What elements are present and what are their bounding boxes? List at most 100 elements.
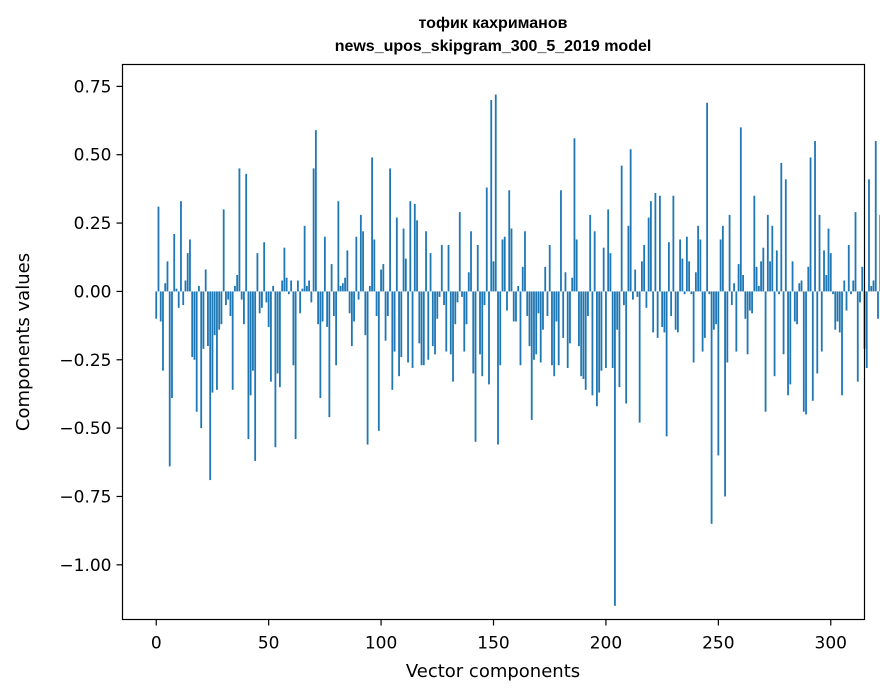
- bar: [620, 165, 623, 292]
- bar: [744, 291, 747, 319]
- bar: [542, 291, 544, 330]
- bar: [735, 291, 738, 352]
- x-tick-label: 200: [590, 634, 622, 654]
- bar: [296, 280, 299, 292]
- bar: [877, 291, 879, 319]
- bar: [220, 291, 223, 325]
- bar: [341, 283, 344, 292]
- bar: [470, 231, 472, 292]
- bar: [688, 261, 691, 292]
- bar: [652, 291, 655, 333]
- bar: [314, 130, 317, 292]
- bar: [346, 250, 349, 292]
- bar: [575, 239, 578, 292]
- bar: [191, 291, 194, 358]
- bar: [535, 291, 538, 355]
- bar: [472, 291, 475, 374]
- bar: [647, 217, 650, 292]
- bar: [481, 291, 484, 377]
- bar: [389, 168, 391, 292]
- bar: [429, 253, 432, 292]
- bar: [467, 272, 470, 292]
- bar: [690, 291, 693, 295]
- bar: [368, 285, 371, 292]
- bar: [715, 291, 717, 325]
- bar: [476, 244, 479, 292]
- bar: [838, 291, 841, 333]
- bar: [614, 291, 616, 606]
- bar: [447, 244, 450, 292]
- bar: [449, 291, 452, 355]
- bar: [616, 291, 619, 330]
- bar: [816, 291, 819, 374]
- bar: [589, 214, 592, 292]
- bar: [155, 291, 158, 319]
- bar: [420, 291, 423, 366]
- bar: [654, 193, 657, 292]
- bar: [216, 291, 218, 390]
- bar: [827, 228, 830, 292]
- bar: [211, 291, 214, 393]
- bar: [733, 283, 735, 292]
- bar: [872, 280, 875, 292]
- bar: [641, 261, 643, 292]
- bar: [267, 291, 270, 327]
- bar: [299, 291, 302, 314]
- bar: [805, 291, 807, 415]
- bar: [582, 291, 585, 379]
- bar: [778, 291, 780, 295]
- bar: [841, 291, 843, 396]
- bar: [854, 212, 857, 292]
- bar: [676, 291, 679, 333]
- bar: [685, 236, 688, 292]
- bar: [643, 244, 646, 292]
- bar: [497, 291, 499, 445]
- bar: [865, 291, 868, 368]
- bar: [528, 291, 531, 347]
- bar: [506, 291, 508, 311]
- bar: [829, 253, 832, 292]
- bar: [263, 242, 266, 292]
- y-tick-label: 0.00: [74, 282, 112, 302]
- bar: [474, 291, 477, 442]
- bar: [638, 291, 641, 423]
- bar: [517, 285, 520, 292]
- bar: [436, 291, 439, 319]
- y-tick-label: 0.50: [74, 146, 112, 166]
- bar: [843, 280, 846, 292]
- bar: [234, 285, 236, 292]
- bar: [272, 285, 275, 292]
- bar: [625, 291, 628, 404]
- bar: [796, 291, 798, 325]
- x-tick-label: 150: [477, 634, 509, 654]
- bar: [661, 291, 664, 327]
- bar: [326, 291, 329, 327]
- bar: [245, 173, 248, 292]
- bar: [832, 291, 834, 295]
- bar: [323, 236, 326, 292]
- bar: [580, 291, 583, 377]
- bar: [305, 285, 308, 292]
- bar: [189, 239, 191, 292]
- bar: [762, 247, 765, 292]
- bar: [679, 239, 682, 292]
- bar: [814, 141, 816, 292]
- bar: [584, 291, 587, 390]
- bar: [708, 291, 711, 295]
- bar: [499, 291, 502, 366]
- bar: [294, 291, 297, 440]
- bar: [274, 291, 277, 448]
- bar: [254, 291, 257, 461]
- bar: [391, 291, 394, 390]
- bar: [261, 291, 263, 308]
- bar: [193, 291, 196, 360]
- bar: [270, 291, 272, 382]
- bar: [793, 291, 796, 322]
- bar: [303, 225, 306, 292]
- bar: [760, 261, 762, 292]
- bar: [510, 228, 513, 292]
- bar: [508, 190, 511, 292]
- bar: [818, 214, 821, 292]
- bar: [339, 285, 342, 292]
- bar: [452, 291, 454, 382]
